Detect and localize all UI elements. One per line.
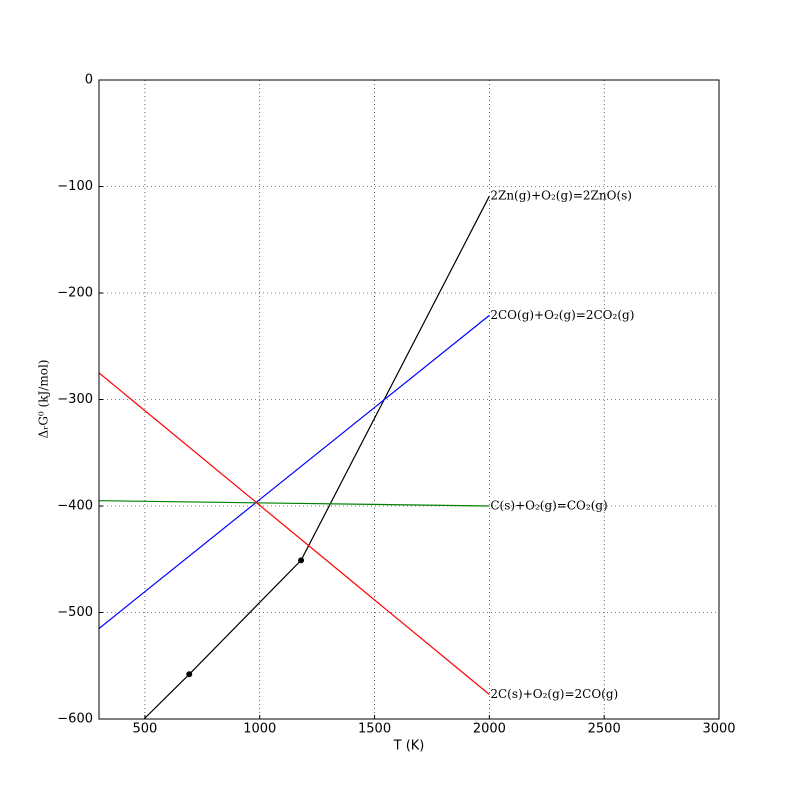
series-label: 2C(s)+O₂(g)=2CO(g) (490, 687, 618, 701)
y-tick-label: −500 (57, 605, 93, 620)
y-tick-label: −100 (57, 179, 93, 194)
x-axis-label: T (K) (393, 739, 425, 754)
y-tick-label: −400 (57, 499, 93, 514)
y-tick-label: −300 (57, 392, 93, 407)
series-line (99, 372, 490, 695)
x-tick-label: 2000 (473, 722, 506, 737)
series-line (143, 195, 490, 719)
series-label: 2Zn(g)+O₂(g)=2ZnO(s) (490, 189, 632, 203)
x-tick-label: 1000 (243, 722, 276, 737)
series-label: 2CO(g)+O₂(g)=2CO₂(g) (490, 308, 634, 322)
series-line (99, 314, 490, 629)
y-axis-label: ΔᵣG⁰ (kJ/mol) (37, 360, 51, 439)
series-label: C(s)+O₂(g)=CO₂(g) (490, 499, 607, 513)
y-tick-label: −200 (57, 286, 93, 301)
point-marker (298, 557, 305, 564)
plot-area (99, 195, 490, 719)
series-line (99, 500, 490, 507)
plot-frame (98, 79, 720, 720)
x-tick-label: 500 (133, 722, 158, 737)
y-tick-label: 0 (85, 73, 93, 88)
y-tick-label: −600 (57, 712, 93, 727)
x-tick-label: 2500 (588, 722, 621, 737)
x-tick-label: 3000 (702, 722, 735, 737)
x-tick-label: 1500 (358, 722, 391, 737)
point-marker (186, 671, 193, 678)
